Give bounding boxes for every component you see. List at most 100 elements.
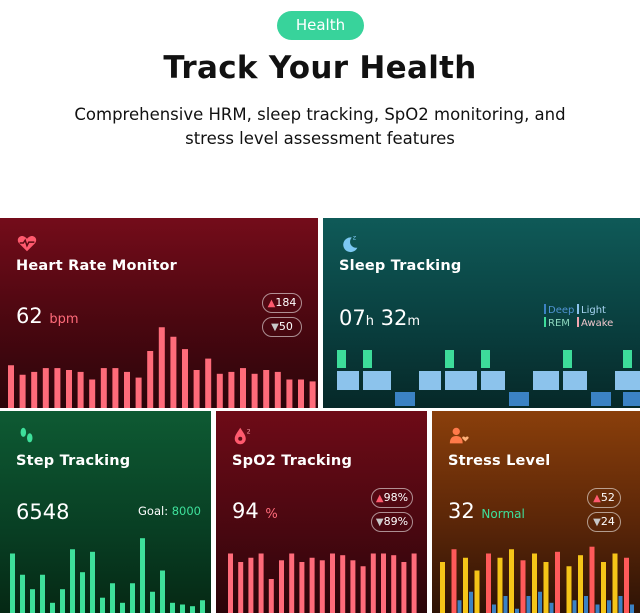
sleep-stage-rem [337, 350, 346, 368]
step-bar [40, 574, 45, 613]
heart-rate-bar [8, 365, 14, 408]
spo2-number: 94 [232, 499, 259, 523]
sleep-stage-rem [481, 350, 490, 368]
step-tracking-card[interactable]: Step Tracking 6548 Goal: 8000 [0, 411, 211, 613]
spo2-max-value: 98% [383, 491, 409, 504]
stress-chart [440, 546, 634, 613]
step-bar [20, 574, 25, 613]
heart-max-value: 184 [275, 296, 297, 309]
stress-bar-secondary [595, 604, 600, 613]
sleep-stage-light [445, 371, 477, 390]
spo2-bar [289, 553, 295, 613]
step-bar [90, 551, 95, 613]
step-bar [80, 572, 85, 613]
sleep-stage-rem [363, 350, 372, 368]
stress-bar [463, 557, 468, 613]
stress-bar [520, 560, 526, 613]
stress-min-value: 24 [600, 515, 615, 528]
subtitle-line-1: Comprehensive HRM, sleep tracking, SpO2 … [74, 105, 566, 124]
sleep-stage-light [623, 371, 640, 390]
sleep-stage-deep [395, 392, 415, 406]
spo2-bar [370, 553, 376, 613]
up-triangle-icon: ▲ [375, 493, 384, 504]
step-bar [10, 553, 15, 613]
heart-rate-unit: bpm [49, 312, 79, 327]
down-triangle-icon: ▼ [271, 322, 279, 333]
legend-rem: REM [544, 317, 570, 330]
step-bar [180, 604, 185, 613]
heart-rate-bar [89, 379, 96, 408]
stress-bar-secondary [515, 608, 519, 613]
sleep-stage-light [563, 371, 587, 390]
heart-rate-bar [240, 368, 246, 408]
heart-rate-bar [216, 373, 223, 408]
sleep-tracking-card[interactable]: z Sleep Tracking 07h 32m Deep Light REM … [323, 218, 640, 408]
sleep-stage-light [481, 371, 505, 390]
step-goal-value: 8000 [171, 504, 202, 518]
step-goal: Goal: 8000 [138, 504, 201, 518]
spo2-min-value: 89% [383, 515, 409, 528]
step-bar [110, 583, 115, 613]
stress-bar [474, 570, 480, 613]
heart-min-value: 50 [278, 320, 293, 333]
stress-min-badge: ▼24 [587, 512, 621, 532]
spo2-bar [319, 560, 325, 613]
step-bar [70, 549, 75, 613]
moon-icon: z [343, 233, 358, 253]
stress-level-card[interactable]: Stress Level 32 Normal ▲52 ▼24 [432, 411, 640, 613]
step-bar [170, 602, 175, 613]
heart-rate-card[interactable]: Heart Rate Monitor 62 bpm ▲184 ▼50 [0, 218, 318, 408]
page-title: Track Your Health [163, 50, 477, 86]
spo2-bar [268, 579, 274, 613]
stress-bar-secondary [630, 604, 634, 613]
step-goal-label: Goal: [138, 504, 169, 518]
oxygen-drop-icon: 2 [234, 427, 251, 445]
spo2-value: 94 % [232, 499, 278, 523]
sleep-stages-chart [337, 350, 640, 406]
step-bar [140, 538, 145, 613]
spo2-bar [401, 562, 407, 613]
spo2-bar [411, 553, 417, 613]
stress-bar-secondary [572, 600, 577, 613]
spo2-max-badge: ▲98% [371, 488, 413, 508]
heart-rate-bar [42, 368, 49, 408]
subtitle-line-2: stress level assessment features [185, 129, 455, 148]
stress-title: Stress Level [448, 453, 551, 469]
heart-rate-bar [19, 374, 26, 408]
spo2-bar [350, 560, 356, 613]
heart-rate-bar [147, 351, 154, 408]
up-triangle-icon: ▲ [593, 493, 601, 504]
stress-bar [555, 551, 560, 613]
sleep-stage-rem [445, 350, 454, 368]
spo2-bar [279, 560, 284, 613]
sleep-stage-light [533, 371, 559, 390]
up-triangle-icon: ▲ [267, 298, 276, 309]
spo2-min-badge: ▼89% [371, 512, 413, 532]
footsteps-icon [20, 427, 33, 443]
heart-rate-title: Heart Rate Monitor [16, 258, 177, 274]
spo2-unit: % [265, 507, 278, 522]
step-bar [60, 589, 65, 613]
heart-rate-bar [286, 379, 293, 408]
heart-rate-bar [228, 371, 235, 408]
stress-bar [451, 549, 457, 613]
stress-bar-secondary [457, 600, 462, 613]
sleep-stage-deep [509, 392, 529, 406]
stress-bar-secondary [607, 600, 611, 613]
sleep-stage-light [337, 371, 359, 390]
spo2-bar [381, 553, 386, 613]
stress-bar-secondary [503, 596, 508, 613]
heart-rate-chart [8, 327, 316, 408]
sleep-stage-rem [563, 350, 572, 368]
stress-value: 32 Normal [448, 499, 525, 523]
spo2-title: SpO2 Tracking [232, 453, 353, 469]
stress-bar-secondary [492, 604, 496, 613]
stress-max-badge: ▲52 [587, 488, 621, 508]
spo2-tracking-card[interactable]: 2 SpO2 Tracking 94 % ▲98% ▼89% [216, 411, 427, 613]
heart-rate-value: 62 bpm [16, 304, 79, 328]
legend-light: Light [577, 304, 606, 317]
heart-rate-number: 62 [16, 304, 43, 328]
stress-bar [612, 553, 618, 613]
heart-rate-bar [205, 358, 212, 408]
spo2-bar [299, 562, 305, 613]
